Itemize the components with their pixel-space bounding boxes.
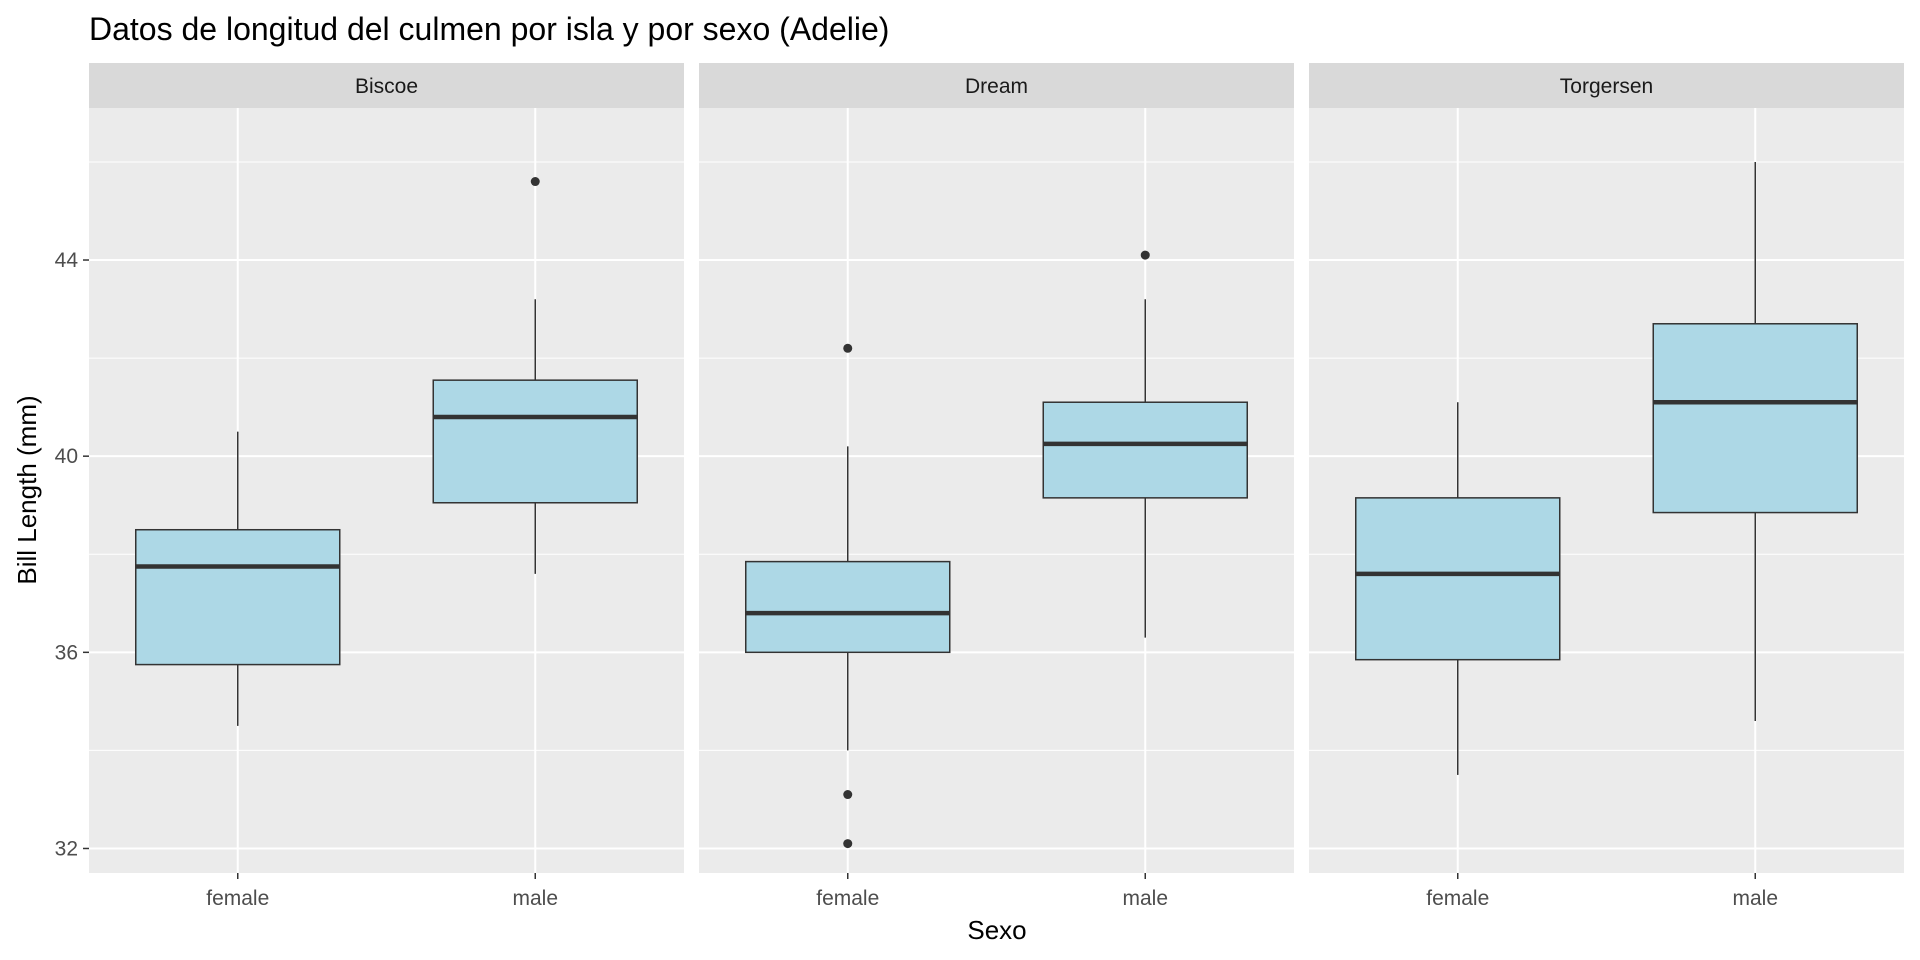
facet-strip — [89, 63, 684, 108]
box-iqr — [1652, 323, 1858, 514]
box-iqr — [135, 528, 341, 666]
box-female — [1355, 402, 1561, 775]
x-tick-label: male — [1732, 887, 1778, 910]
y-tick-label: 40 — [55, 445, 78, 468]
box-male — [1042, 250, 1248, 638]
box-iqr — [432, 379, 638, 504]
box-iqr — [745, 560, 951, 654]
facet-strip — [699, 63, 1294, 108]
x-tick-label: female — [816, 887, 879, 910]
y-axis: 32 36 40 44 — [55, 249, 89, 860]
x-tick-label: male — [1122, 887, 1168, 910]
box-iqr — [1042, 401, 1248, 499]
box-male — [432, 177, 638, 574]
box-iqr — [1355, 497, 1561, 661]
box-male — [1652, 161, 1858, 721]
outlier-point — [843, 790, 853, 800]
box-female — [745, 343, 951, 849]
y-tick-label: 32 — [55, 837, 78, 860]
outlier-point — [843, 343, 853, 353]
y-tick-label: 36 — [55, 641, 78, 664]
facet-strip-label: Dream — [965, 75, 1028, 98]
x-tick-label: female — [206, 887, 269, 910]
chart-title: Datos de longitud del culmen por isla y … — [89, 11, 889, 47]
facet-panel-dream: Dream female male — [699, 63, 1294, 910]
box-female — [135, 431, 341, 726]
x-axis-title: Sexo — [967, 915, 1026, 945]
facet-strip-label: Torgersen — [1560, 75, 1653, 98]
facet-strip — [1309, 63, 1904, 108]
x-tick-label: female — [1426, 887, 1489, 910]
outlier-point — [530, 177, 540, 187]
outlier-point — [843, 839, 853, 849]
y-axis-title: Bill Length (mm) — [12, 395, 42, 584]
facet-panel-torgersen: Torgersen female male — [1309, 63, 1904, 910]
facet-strip-label: Biscoe — [355, 75, 418, 98]
y-tick-label: 44 — [55, 249, 79, 272]
x-tick-label: male — [512, 887, 558, 910]
facet-panel-biscoe: Biscoe female male — [89, 63, 684, 910]
outlier-point — [1140, 250, 1150, 260]
